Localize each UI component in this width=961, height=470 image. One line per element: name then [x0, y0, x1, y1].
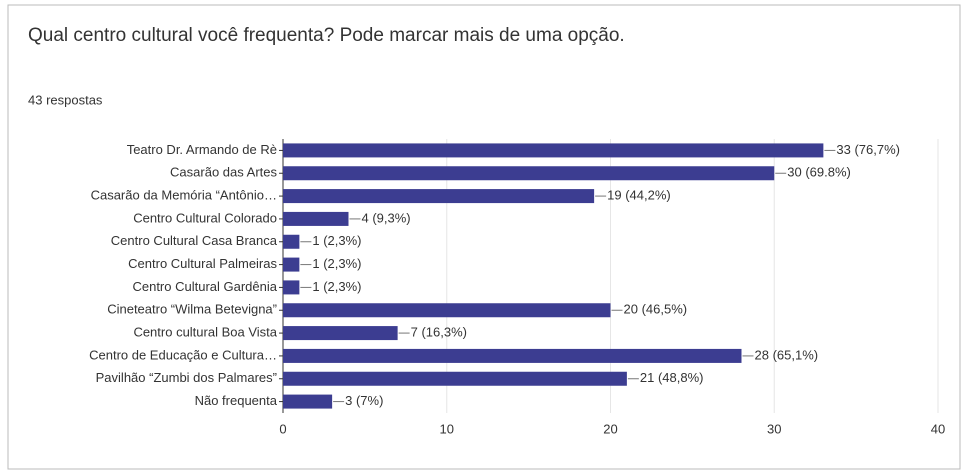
bar [283, 303, 611, 318]
y-tick-label: Centro Cultural Casa Branca [111, 233, 278, 248]
bar [283, 371, 627, 386]
bar [283, 166, 775, 181]
value-label: 21 (48,8%) [640, 370, 704, 385]
y-tick-label: Centro Cultural Palmeiras [128, 256, 277, 271]
y-tick-label: Casarão da Memória “Antônio… [91, 188, 277, 203]
y-tick-label: Centro de Educação e Cultura… [89, 347, 277, 362]
y-tick-label: Não frequenta [195, 393, 278, 408]
y-tick-label: Teatro Dr. Armando de Rè [127, 142, 277, 157]
value-label: 1 (2,3%) [312, 279, 361, 294]
value-label: 30 (69.8%) [787, 165, 851, 180]
chart-title: Qual centro cultural você frequenta? Pod… [28, 25, 625, 46]
bar [283, 280, 300, 295]
card [7, 4, 961, 470]
value-label: 33 (76,7%) [836, 142, 900, 157]
value-label: 3 (7%) [345, 393, 383, 408]
bar [283, 189, 595, 204]
bar [283, 234, 300, 249]
value-label: 20 (46,5%) [624, 302, 688, 317]
value-label: 19 (44,2%) [607, 188, 671, 203]
value-label: 7 (16,3%) [411, 325, 467, 340]
x-tick-label: 40 [931, 421, 945, 436]
value-label: 28 (65,1%) [755, 347, 819, 362]
y-tick-label: Pavilhão “Zumbi dos Palmares” [96, 370, 277, 385]
y-tick-label: Casarão das Artes [170, 165, 277, 180]
x-tick-label: 20 [603, 421, 617, 436]
bar [283, 257, 300, 272]
y-tick-label: Centro cultural Boa Vista [133, 325, 277, 340]
value-label: 1 (2,3%) [312, 256, 361, 271]
value-label: 1 (2,3%) [312, 233, 361, 248]
y-tick-label: Centro Cultural Gardênia [132, 279, 277, 294]
x-tick-label: 10 [440, 421, 454, 436]
bar [283, 394, 333, 409]
value-label: 4 (9,3%) [362, 210, 411, 225]
bar [283, 348, 742, 363]
bar [283, 326, 398, 341]
bar [283, 143, 824, 158]
y-tick-label: Centro Cultural Colorado [133, 210, 277, 225]
y-tick-label: Cineteatro “Wilma Betevigna” [107, 302, 277, 317]
chart-subtitle: 43 respostas [28, 92, 103, 107]
bar [283, 211, 349, 226]
x-tick-label: 30 [767, 421, 781, 436]
x-tick-label: 0 [279, 421, 286, 436]
